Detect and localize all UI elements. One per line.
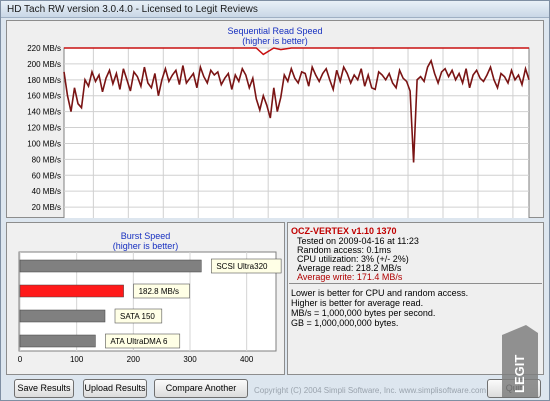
burst-x-tick-label: 400: [240, 355, 254, 364]
average-write-text: Average write: 171.4 MB/s: [297, 272, 403, 282]
read-y-tick-label: 120 MB/s: [27, 124, 61, 133]
burst-bar-label-box: [114, 308, 163, 324]
upload-results-button[interactable]: Upload Results: [83, 379, 147, 398]
burst-bar-label: SATA 150: [120, 312, 155, 321]
read-y-tick-label: 40 MB/s: [32, 187, 61, 196]
note-average-read: Higher is better for average read.: [291, 298, 424, 308]
burst-chart-title: Burst Speed: [120, 231, 171, 241]
burst-bar-current: [19, 284, 124, 298]
drive-info-panel: OCZ-VERTEX v1.10 1370 Tested on 2009-04-…: [287, 222, 544, 375]
burst-bar-label-box: [211, 258, 282, 274]
burst-bar-label-box: [105, 333, 181, 349]
tested-on-text: Tested on 2009-04-16 at 11:23: [297, 236, 419, 246]
read-y-tick-label: 160 MB/s: [27, 92, 61, 101]
burst-x-tick-label: 300: [183, 355, 197, 364]
read-y-tick-label: 80 MB/s: [32, 155, 61, 164]
title-bar: HD Tach RW version 3.0.4.0 - Licensed to…: [1, 1, 549, 18]
burst-x-tick-label: 200: [127, 355, 141, 364]
read-y-tick-label: 100 MB/s: [27, 139, 61, 148]
svg-text:LEGIT: LEGIT: [512, 355, 527, 393]
burst-bar-label: 182.8 MB/s: [139, 287, 179, 296]
note-mbs-definition: MB/s = 1,000,000 bytes per second.: [291, 308, 436, 318]
compare-drive-button[interactable]: Compare Another Drive: [154, 379, 248, 401]
note-cpu-random: Lower is better for CPU and random acces…: [291, 288, 469, 298]
read-chart-panel: Sequential Read Speed (higher is better)…: [6, 20, 544, 218]
random-access-text: Random access: 0.1ms: [297, 245, 392, 255]
read-series-line-1: [64, 47, 529, 56]
read-y-tick-label: 200 MB/s: [27, 60, 61, 69]
read-chart-subtitle: (higher is better): [242, 36, 308, 46]
burst-bar-label: ATA UltraDMA 6: [110, 337, 168, 346]
read-y-tick-label: 220 MB/s: [27, 44, 61, 53]
read-chart: 220 MB/s 200 MB/s 180 MB/s 160 MB/s 140 MB/s…: [27, 44, 530, 218]
read-y-tick-label: 20 MB/s: [32, 203, 61, 212]
note-gb-definition: GB = 1,000,000,000 bytes.: [291, 318, 399, 328]
copyright-text: Copyright (C) 2004 Simpli Software, Inc.…: [254, 386, 487, 395]
read-plot-area: [63, 47, 530, 218]
read-y-tick-label: 60 MB/s: [32, 171, 61, 180]
info-divider: [289, 283, 542, 284]
read-y-tick-label: 140 MB/s: [27, 108, 61, 117]
read-y-tick-label: 180 MB/s: [27, 76, 61, 85]
legit-reviews-logo: LEGIT: [502, 325, 538, 397]
burst-bar-reference: [19, 334, 96, 348]
burst-x-tick-label: 100: [70, 355, 84, 364]
burst-chart-subtitle: (higher is better): [112, 241, 179, 251]
drive-name: OCZ-VERTEX v1.10 1370: [291, 226, 397, 236]
burst-bar-reference: [19, 309, 106, 323]
average-read-text: Average read: 218.2 MB/s: [297, 263, 402, 273]
burst-bar-reference: [19, 259, 202, 273]
burst-chart-panel: Burst Speed (higher is better) SCSI Ultr…: [6, 222, 285, 375]
window-title: HD Tach RW version 3.0.4.0 - Licensed to…: [7, 4, 258, 15]
burst-bar-label-box: [133, 283, 190, 299]
burst-chart: SCSI Ultra320 182.8 MB/s SATA 150 ATA Ultra…: [18, 251, 282, 364]
burst-x-tick-label: 0: [18, 355, 23, 364]
read-chart-title: Sequential Read Speed: [227, 26, 323, 36]
read-series-line-2: [63, 58, 530, 163]
burst-bar-label: SCSI Ultra320: [216, 262, 268, 271]
cpu-utilization-text: CPU utilization: 3% (+/- 2%): [297, 254, 409, 264]
save-results-button[interactable]: Save Results: [14, 379, 74, 398]
